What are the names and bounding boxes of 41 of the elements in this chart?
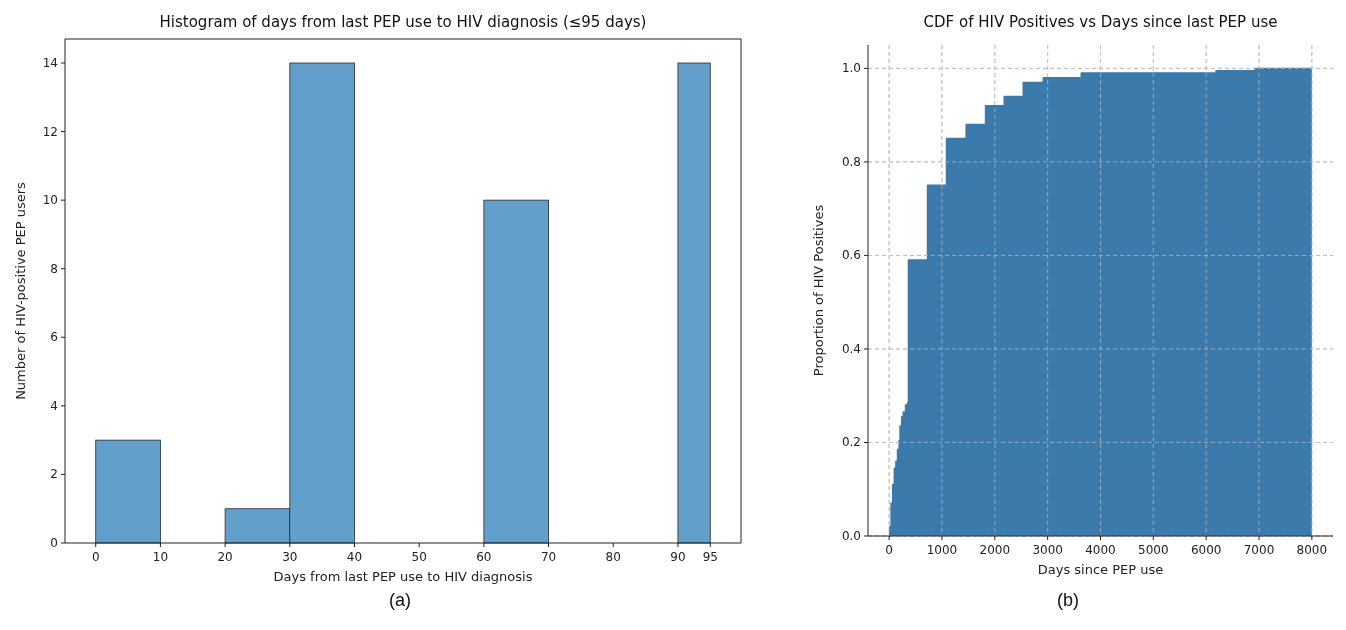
- y-tick-label: 6: [50, 330, 58, 345]
- y-tick-label: 12: [42, 124, 58, 139]
- x-tick-label: 0: [885, 543, 893, 557]
- y-tick-label: 4: [50, 398, 58, 413]
- chart-title: Histogram of days from last PEP use to HIV diagnosis (≤95 days): [159, 13, 647, 31]
- x-tick-label: 95: [702, 550, 718, 564]
- x-tick-label: 50: [411, 550, 427, 564]
- y-tick-label: 0.6: [841, 248, 861, 263]
- x-tick-label: 30: [282, 550, 298, 564]
- x-tick-label: 6000: [1190, 543, 1222, 557]
- y-tick-label: 0.4: [841, 341, 861, 356]
- chart-title: CDF of HIV Positives vs Days since last PEP use: [923, 13, 1278, 31]
- y-tick-label: 2: [50, 467, 58, 482]
- y-tick-label: 1.0: [841, 61, 861, 76]
- x-tick-label: 5000: [1138, 543, 1169, 557]
- x-tick-label: 7000: [1243, 543, 1275, 557]
- x-tick-label: 60: [476, 550, 492, 564]
- y-tick-label: 0.0: [841, 529, 861, 543]
- x-axis-title: Days since PEP use: [1037, 562, 1164, 577]
- x-tick-label: 2000: [979, 543, 1011, 557]
- x-tick-label: 3000: [1032, 543, 1063, 557]
- x-tick-label: 8000: [1296, 543, 1328, 557]
- y-tick-label: 0.8: [841, 154, 861, 169]
- y-tick-label: 8: [50, 261, 58, 276]
- x-tick-label: 10: [152, 550, 169, 564]
- text: (b): [1057, 590, 1079, 610]
- x-tick-label: 1000: [926, 543, 958, 557]
- x-tick-label: 80: [605, 550, 621, 564]
- text: (a): [389, 590, 411, 610]
- x-tick-label: 20: [217, 550, 233, 564]
- y-axis-title: Proportion of HIV Positives: [811, 204, 826, 377]
- y-tick-label: 10: [42, 193, 58, 208]
- x-tick-label: 4000: [1085, 543, 1116, 557]
- x-tick-label: 70: [540, 550, 557, 564]
- y-tick-label: 0.2: [841, 435, 861, 450]
- x-tick-label: 0: [91, 550, 100, 564]
- y-tick-label: 14: [42, 56, 58, 70]
- x-tick-label: 90: [670, 550, 686, 564]
- y-axis-title: Number of HIV-positive PEP users: [13, 181, 28, 400]
- x-tick-label: 40: [346, 550, 363, 564]
- x-axis-title: Days from last PEP use to HIV diagnosis: [273, 569, 533, 584]
